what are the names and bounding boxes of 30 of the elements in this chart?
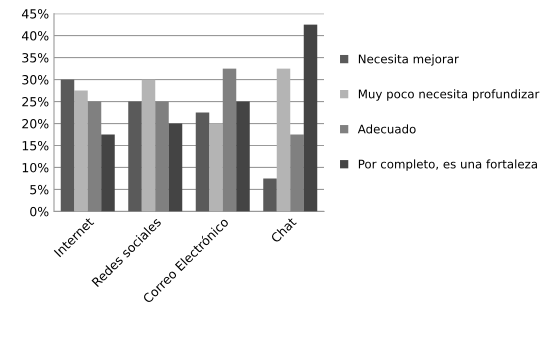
bar	[196, 112, 210, 212]
bar	[290, 134, 304, 212]
y-tick-label: 10%	[22, 162, 48, 172]
bar	[142, 80, 156, 212]
y-tick-label: 25%	[22, 97, 48, 106]
bar	[101, 134, 115, 212]
bar	[168, 124, 182, 212]
legend-label: Por completo, es una fortaleza	[358, 159, 537, 171]
legend-label: Necesita mejorar	[358, 54, 459, 66]
y-tick-label: 15%	[22, 140, 48, 150]
bar	[236, 102, 250, 212]
y-tick-label: 30%	[22, 75, 48, 84]
y-tick-label: 5%	[30, 184, 48, 194]
bar	[88, 102, 102, 212]
bar	[276, 68, 290, 212]
bar	[60, 80, 74, 212]
y-tick-label: 20%	[22, 118, 48, 128]
y-tick-label: 35%	[22, 53, 48, 63]
y-tick-label: 45%	[22, 9, 48, 19]
bar	[155, 102, 169, 212]
bar	[263, 178, 277, 212]
bar	[222, 68, 236, 212]
y-tick-label: 0%	[30, 206, 48, 216]
bar	[128, 102, 142, 212]
bar	[74, 90, 88, 212]
legend-label: Adecuado	[358, 124, 416, 134]
legend-label: Muy poco necesita profundizar	[358, 89, 540, 101]
bar	[304, 24, 318, 212]
bar	[209, 124, 223, 212]
y-tick-label: 40%	[22, 31, 48, 41]
